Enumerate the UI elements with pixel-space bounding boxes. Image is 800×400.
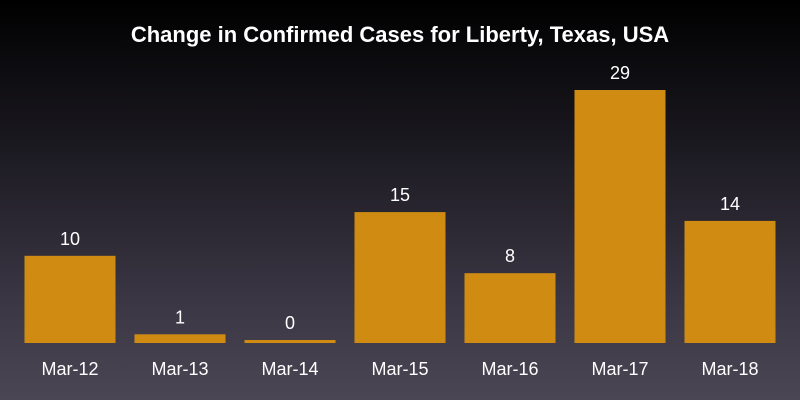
bar-mar-17 bbox=[574, 90, 666, 343]
x-tick-label: Mar-16 bbox=[481, 359, 538, 379]
x-tick-label: Mar-13 bbox=[151, 359, 208, 379]
bar-value-label: 29 bbox=[610, 63, 630, 83]
chart-title: Change in Confirmed Cases for Liberty, T… bbox=[130, 22, 670, 47]
bar-mar-13 bbox=[134, 334, 226, 343]
bar-mar-16 bbox=[464, 273, 556, 343]
x-tick-label: Mar-17 bbox=[591, 359, 648, 379]
bar-value-label: 14 bbox=[720, 194, 740, 214]
x-tick-label: Mar-15 bbox=[371, 359, 428, 379]
x-tick-label: Mar-12 bbox=[41, 359, 98, 379]
bar-value-label: 10 bbox=[60, 229, 80, 249]
x-tick-label: Mar-14 bbox=[261, 359, 318, 379]
bar-value-label: 15 bbox=[390, 185, 410, 205]
bar-value-label: 0 bbox=[285, 313, 295, 333]
x-tick-label: Mar-18 bbox=[701, 359, 758, 379]
bar-mar-18 bbox=[684, 220, 776, 343]
bar-mar-15 bbox=[354, 212, 446, 343]
bars-group bbox=[24, 90, 776, 343]
x-axis-tick-labels: Mar-12 Mar-13 Mar-14 Mar-15 Mar-16 Mar-17 Mar-… bbox=[41, 359, 758, 379]
bar-mar-12 bbox=[24, 255, 116, 343]
bar-mar-14 bbox=[244, 340, 336, 343]
bar-value-label: 1 bbox=[175, 307, 185, 327]
bar-value-label: 8 bbox=[505, 246, 515, 266]
